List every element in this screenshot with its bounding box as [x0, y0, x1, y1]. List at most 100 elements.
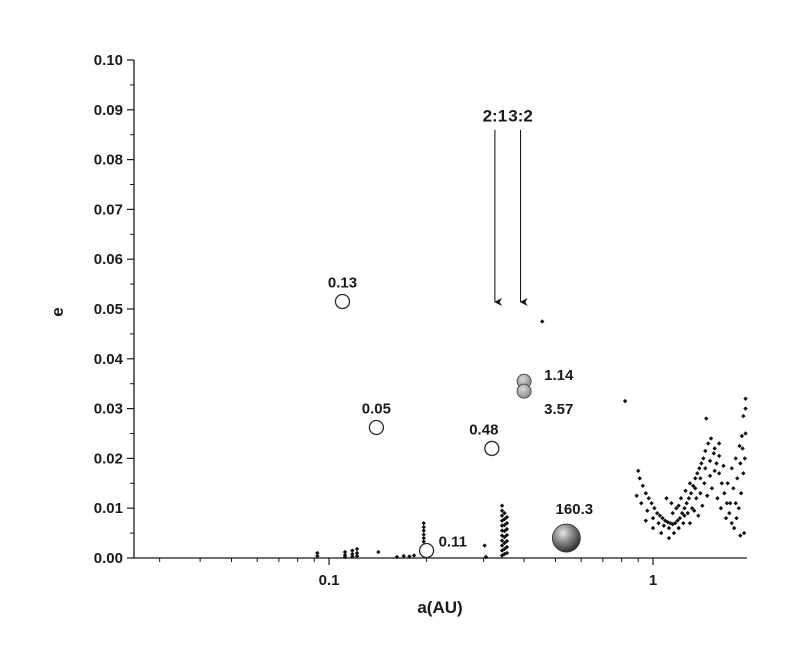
small-body-point [639, 501, 644, 506]
planet-marker [516, 383, 532, 399]
small-body-point [499, 513, 505, 518]
small-body-point [499, 538, 505, 543]
small-body-point [731, 525, 737, 531]
small-body-point [681, 520, 686, 526]
small-body-point [741, 471, 746, 476]
small-body-point [723, 515, 729, 521]
small-body-point [693, 476, 698, 481]
small-body-point [740, 446, 745, 451]
small-body-point [540, 319, 545, 324]
x-axis-ticks: 0.1 1 [159, 558, 657, 589]
small-body-point [700, 503, 705, 508]
y-axis-title: e [48, 307, 67, 316]
planet-mass-label: 0.05 [362, 401, 391, 418]
small-body-point [711, 451, 716, 456]
y-tick-label: 0.07 [94, 201, 123, 218]
small-body-point [659, 530, 664, 536]
small-body-point [421, 535, 426, 541]
small-body-point [342, 554, 348, 560]
y-tick-label: 0.04 [94, 351, 124, 368]
x-tick-label: 0.1 [319, 572, 340, 589]
small-body-point [705, 441, 711, 446]
small-body-point [421, 528, 426, 533]
small-body-point [656, 520, 661, 526]
small-body-point [350, 554, 355, 559]
small-body-point [692, 508, 697, 513]
small-body-point [650, 515, 656, 521]
small-body-point [729, 466, 734, 471]
small-body-point [499, 503, 505, 508]
small-body-point [682, 506, 687, 511]
small-body-point [708, 436, 714, 441]
small-body-point [707, 458, 713, 464]
small-body-point [504, 532, 510, 538]
small-body-point [421, 524, 426, 530]
small-body-point [703, 448, 708, 454]
small-body-point [718, 506, 724, 511]
small-body-point [421, 539, 426, 544]
small-body-point [735, 476, 740, 481]
small-body-point [729, 520, 734, 526]
y-tick-label: 0.08 [94, 152, 123, 169]
small-body-point [690, 483, 696, 488]
small-body-point [707, 473, 713, 479]
small-body-point [694, 496, 699, 501]
small-body-point [716, 471, 722, 476]
small-body-point [738, 491, 744, 496]
small-body-point [727, 510, 732, 516]
small-body-point [734, 515, 739, 521]
small-body-point [703, 466, 708, 471]
small-body-point [671, 530, 677, 536]
small-body-point [401, 553, 406, 559]
small-body-point [622, 398, 628, 404]
small-body-point [669, 501, 674, 506]
small-body-point [696, 513, 701, 518]
planet-mass-label: 0.11 [439, 534, 467, 551]
resonance-markers: 2:1 3:2 [483, 107, 533, 307]
small-body-point [350, 551, 355, 557]
small-body-point [665, 519, 670, 525]
small-body-point [685, 510, 690, 516]
small-body-point [504, 550, 510, 556]
y-tick-label: 0.05 [94, 301, 123, 318]
y-tick-label: 0.03 [94, 401, 123, 418]
planet-mass-label: 1.14 [544, 367, 574, 384]
small-body-point [738, 461, 743, 466]
small-body-point [689, 506, 695, 511]
small-body-point [733, 501, 738, 506]
planet-mass-label: 160.3 [556, 501, 594, 518]
planets: 0.13 0.05 0.11 0.48 1.14 3.57 160.3 [328, 275, 594, 559]
small-body-point [743, 431, 748, 436]
small-body-point [502, 510, 507, 516]
small-body-point [682, 513, 687, 518]
small-body-point [666, 535, 672, 541]
small-body-point [640, 483, 646, 488]
y-tick-label: 0.01 [94, 500, 123, 517]
small-body-point [645, 508, 650, 513]
small-body-point [712, 468, 717, 474]
small-body-point [643, 491, 649, 496]
small-body-point [636, 468, 641, 474]
small-body-point [676, 525, 681, 531]
small-body-point [502, 540, 507, 546]
small-body-point [693, 486, 698, 491]
small-body-point [716, 453, 722, 459]
small-body-point [502, 522, 507, 528]
small-body-point [676, 503, 681, 508]
small-body-point [704, 416, 709, 421]
small-body-point [646, 496, 651, 501]
small-body-point [705, 493, 710, 498]
small-body-point [702, 481, 707, 486]
small-body-point [394, 554, 400, 560]
small-body-point [697, 466, 702, 471]
small-body-point [733, 456, 738, 461]
small-body-point [421, 532, 426, 537]
planet-marker [418, 542, 435, 559]
small-body-point [684, 501, 689, 506]
small-body-point [661, 523, 667, 528]
y-axis-ticks: 0.00 0.01 0.02 0.03 0.04 0.05 0.06 0.07 0.08 0.09… [94, 52, 134, 567]
small-body-point [664, 496, 669, 501]
small-body-point [407, 554, 412, 559]
small-body-point [712, 446, 717, 451]
